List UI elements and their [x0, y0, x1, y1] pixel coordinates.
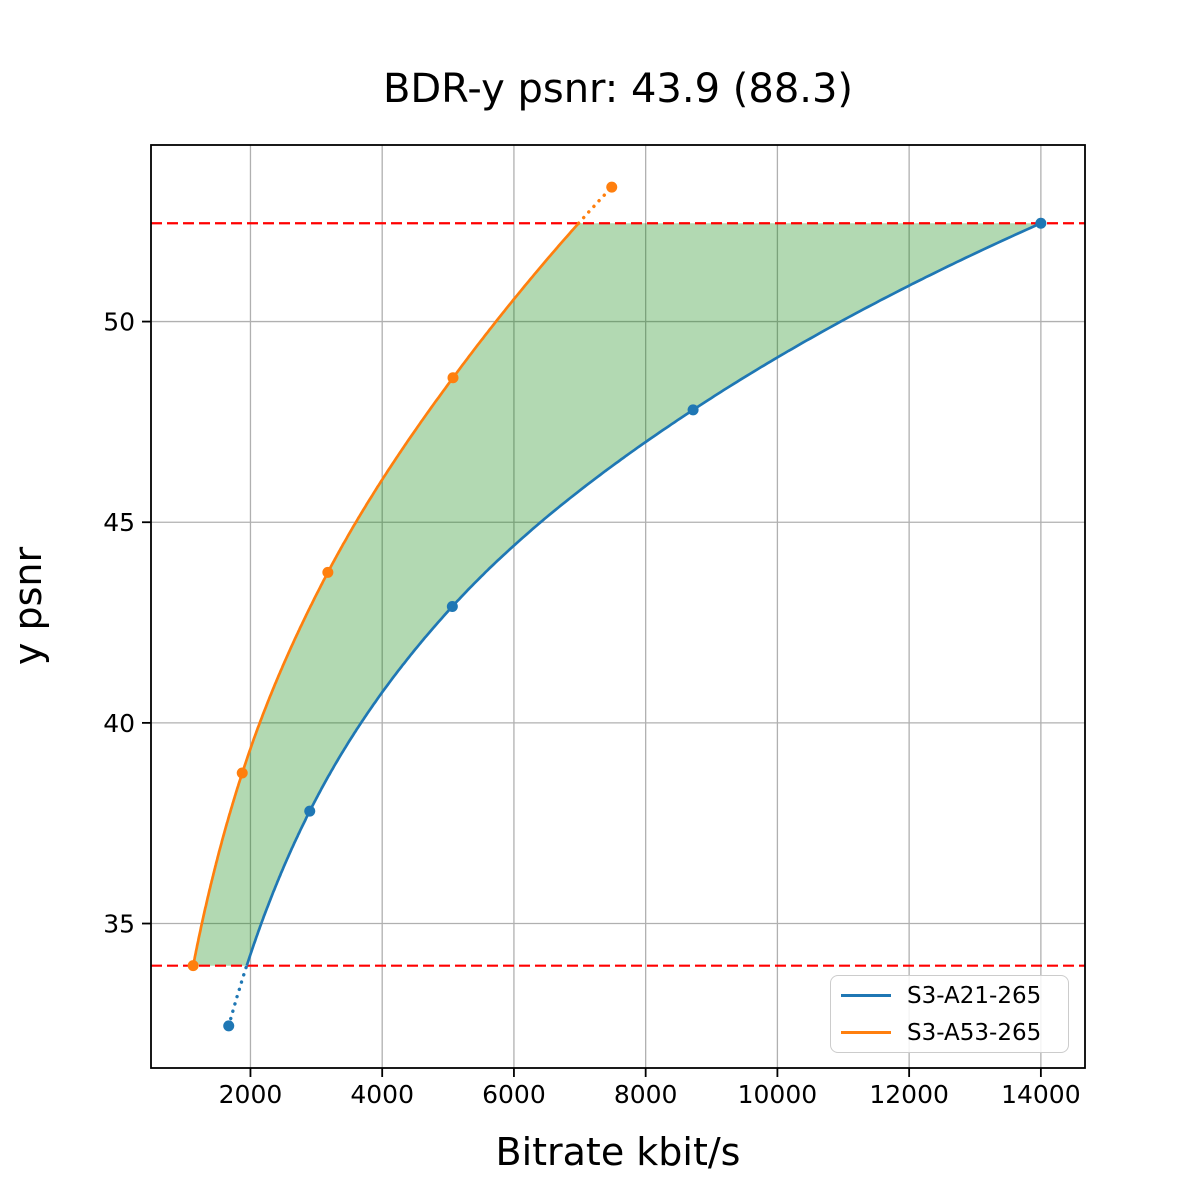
legend-line-sample-blue	[841, 993, 891, 998]
y-tick-label: 35	[103, 910, 135, 939]
data-point-marker	[322, 566, 334, 578]
plot-border	[150, 144, 1086, 1069]
data-point-marker	[1035, 217, 1047, 229]
x-tick-label: 4000	[350, 1080, 414, 1109]
bd-shaded-area	[193, 223, 1041, 966]
series-curve-dotted-extrapolation	[576, 185, 614, 225]
data-point-marker	[187, 960, 199, 972]
x-tick-label: 10000	[738, 1080, 818, 1109]
legend-entry-s3-a21-265: S3-A21-265	[841, 980, 1058, 1011]
x-tick-label: 14000	[1001, 1080, 1081, 1109]
legend-entry-s3-a53-265: S3-A53-265	[841, 1017, 1058, 1048]
data-point-marker	[446, 601, 458, 612]
data-point-marker	[304, 805, 316, 817]
series-curve-s3-a21-265	[245, 222, 1042, 967]
series-curve-s3-a53-265	[191, 222, 580, 966]
legend-line-sample-orange	[841, 1030, 891, 1035]
data-point-marker	[687, 404, 699, 416]
y-tick-label: 50	[103, 308, 135, 337]
data-point-marker	[236, 767, 248, 779]
data-point-marker	[606, 181, 618, 193]
legend-label: S3-A21-265	[907, 982, 1042, 1009]
legend-label: S3-A53-265	[907, 1019, 1042, 1046]
y-tick-label: 45	[103, 508, 135, 537]
x-tick-label: 2000	[219, 1080, 283, 1109]
x-tick-label: 6000	[482, 1080, 546, 1109]
series-curve-dotted-extrapolation	[227, 964, 249, 1028]
data-point-marker	[223, 1020, 235, 1032]
y-tick-label: 40	[103, 709, 135, 738]
x-tick-label: 12000	[869, 1080, 949, 1109]
legend-box: S3-A21-265 S3-A53-265	[830, 975, 1069, 1053]
x-tick-label: 8000	[614, 1080, 678, 1109]
chart-title: BDR-y psnr: 43.9 (88.3)	[382, 66, 854, 112]
y-axis-label: y psnr	[6, 546, 50, 666]
x-axis-label: Bitrate kbit/s	[495, 1130, 741, 1174]
data-point-marker	[447, 372, 459, 384]
